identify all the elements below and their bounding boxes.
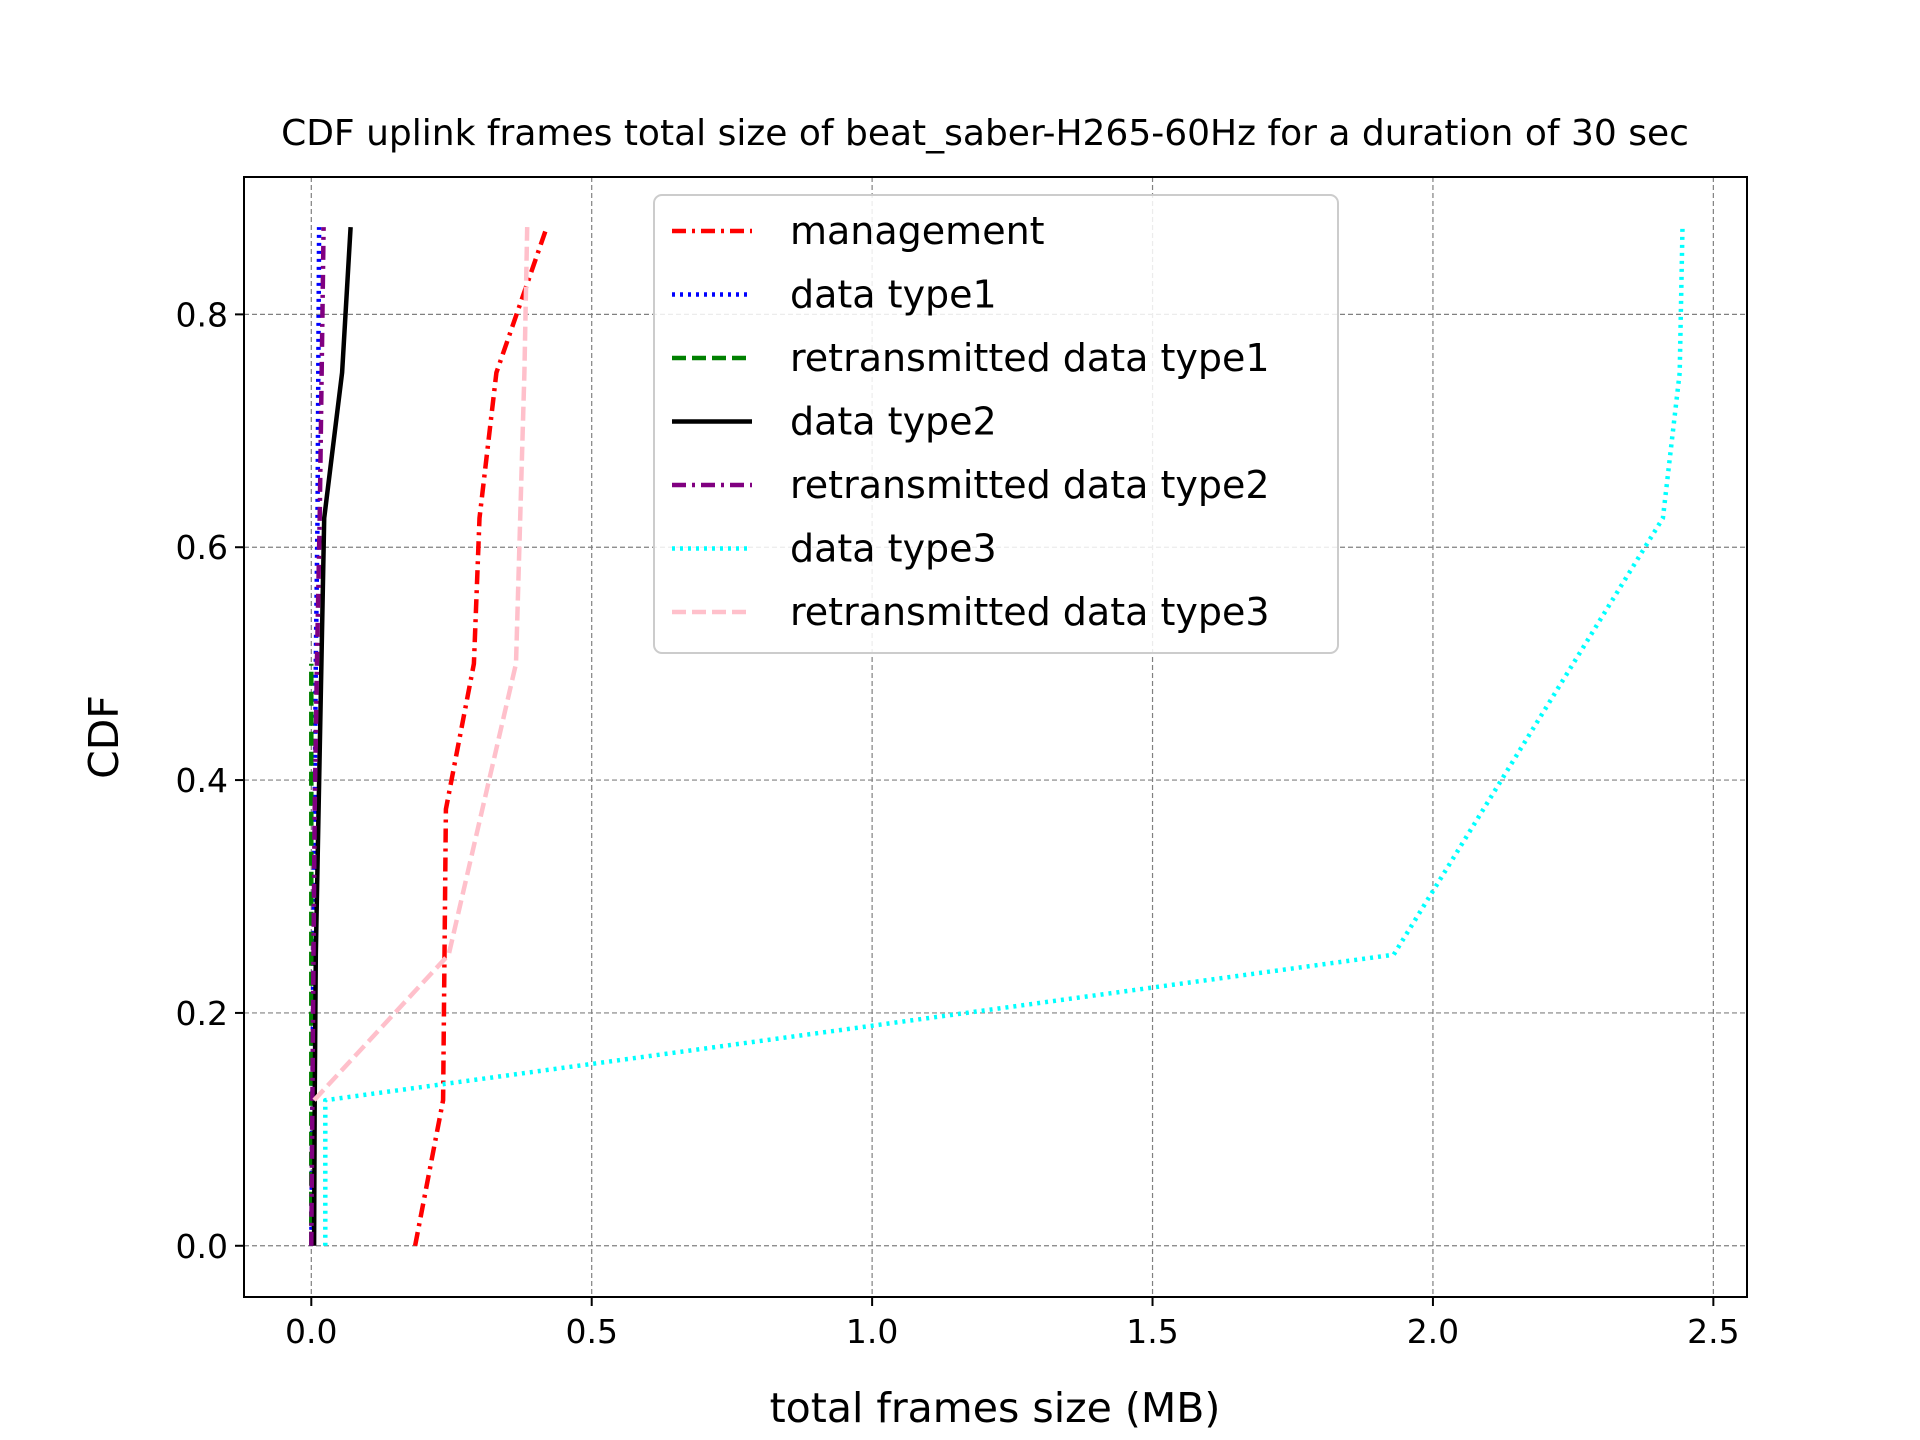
x-axis-label: total frames size (MB) xyxy=(770,1384,1221,1432)
y-tick-label: 0.0 xyxy=(176,1227,228,1266)
legend: management data type1 retransmitted data t… xyxy=(653,194,1339,654)
series-line-retransmitted-data-type2 xyxy=(309,227,326,1246)
x-tick-label: 1.0 xyxy=(846,1312,898,1351)
legend-label: retransmitted data type1 xyxy=(790,336,1270,380)
chart-title: CDF uplink frames total size of beat_sab… xyxy=(281,113,1689,154)
x-tick-label: 0.0 xyxy=(285,1312,337,1351)
y-axis-label: CDF xyxy=(80,695,128,779)
y-tick-label: 0.6 xyxy=(176,528,228,567)
y-tick-label: 0.8 xyxy=(176,295,228,334)
series-line-retransmitted-data-type3 xyxy=(312,227,530,1102)
legend-label: data type3 xyxy=(790,527,997,571)
grid xyxy=(244,177,1747,1297)
y-tick-label: 0.2 xyxy=(176,994,228,1033)
series-layer xyxy=(309,226,1685,1247)
series-line-management xyxy=(412,226,549,1247)
y-tick-label: 0.4 xyxy=(176,761,228,800)
plot-frame xyxy=(243,176,1748,1298)
legend-label: data type1 xyxy=(790,273,997,317)
x-tick-label: 2.0 xyxy=(1407,1312,1459,1351)
x-tick-label: 1.5 xyxy=(1126,1312,1178,1351)
legend-label: data type2 xyxy=(790,400,997,444)
ticks: 0.0 0.5 1.0 1.5 2.0 2.5 0.0 0.2 0.4 0.6 0.8 xyxy=(176,295,1740,1351)
series-line-data-type3 xyxy=(323,227,1685,1246)
legend-label: management xyxy=(790,209,1045,253)
x-tick-label: 2.5 xyxy=(1687,1312,1739,1351)
legend-box xyxy=(653,194,1339,654)
legend-label: retransmitted data type3 xyxy=(790,590,1270,634)
legend-label: retransmitted data type2 xyxy=(790,463,1270,507)
x-tick-label: 0.5 xyxy=(565,1312,617,1351)
